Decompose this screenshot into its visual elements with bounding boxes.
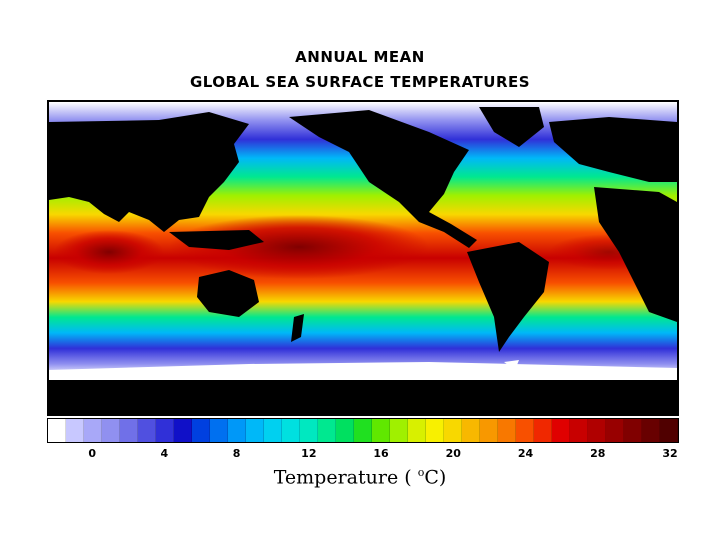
colorbar-swatch <box>264 419 282 442</box>
colorbar-swatch <box>462 419 480 442</box>
colorbar-swatch <box>156 419 174 442</box>
sst-map-canvas <box>49 102 677 414</box>
colorbar-tick-label: 32 <box>662 447 678 460</box>
land-new-zealand <box>291 314 304 342</box>
land-eurasia <box>49 112 249 232</box>
colorbar-swatch <box>282 419 300 442</box>
colorbar-tick-label: 0 <box>88 447 96 460</box>
colorbar-tick-label: 16 <box>373 447 389 460</box>
colorbar-swatch <box>174 419 192 442</box>
colorbar-swatch <box>534 419 552 442</box>
colorbar-swatch <box>48 419 66 442</box>
colorbar-swatch <box>408 419 426 442</box>
colorbar-swatch <box>210 419 228 442</box>
sst-map <box>47 100 679 416</box>
colorbar-tick-label: 8 <box>232 447 241 460</box>
axis-label-suffix: C) <box>424 466 447 489</box>
colorbar-tick-label: 4 <box>160 447 169 460</box>
axis-label-prefix: Temperature ( <box>273 466 418 489</box>
colorbar-swatch <box>624 419 642 442</box>
degree-sup: o <box>417 466 425 479</box>
ice-antarctic-shelf <box>49 362 677 380</box>
land-australia <box>197 270 259 317</box>
land-africa <box>594 187 677 322</box>
colorbar-swatch <box>390 419 408 442</box>
colorbar-swatch <box>372 419 390 442</box>
colorbar-swatch <box>102 419 120 442</box>
colorbar-swatch <box>588 419 606 442</box>
colorbar-swatch <box>336 419 354 442</box>
colorbar-swatch <box>246 419 264 442</box>
land-greenland <box>479 107 544 147</box>
land-south-america <box>467 242 549 352</box>
landmasses <box>49 107 677 414</box>
colorbar-swatch <box>300 419 318 442</box>
map-title-line-1: ANNUAL MEAN <box>295 48 425 66</box>
ice-arctic-south-america-tip <box>504 360 519 370</box>
colorbar-swatch <box>642 419 660 442</box>
colorbar-swatch <box>66 419 84 442</box>
colorbar-swatch <box>480 419 498 442</box>
colorbar-tick-label: 28 <box>590 447 606 460</box>
colorbar-swatch <box>570 419 588 442</box>
colorbar-tick-label: 12 <box>301 447 317 460</box>
colorbar-swatch <box>606 419 624 442</box>
land-antarctica <box>49 370 677 414</box>
colorbar-ticks: 0 4 8 12 16 20 24 28 32 <box>47 447 679 463</box>
colorbar-swatch <box>120 419 138 442</box>
land-indonesia <box>169 230 264 250</box>
colorbar-axis-label: Temperature ( oC) <box>0 466 720 488</box>
map-title-line-2: GLOBAL SEA SURFACE TEMPERATURES <box>189 73 531 91</box>
colorbar-swatch <box>354 419 372 442</box>
colorbar-swatch <box>426 419 444 442</box>
colorbar-swatch <box>660 419 678 442</box>
ice <box>49 360 677 380</box>
colorbar-swatch <box>498 419 516 442</box>
land-europe <box>549 117 677 182</box>
indian-ocean-warm-pool <box>54 230 164 274</box>
colorbar-tick-label: 24 <box>517 447 534 460</box>
temperature-colorbar <box>47 418 679 443</box>
colorbar-tick-label: 20 <box>445 447 461 460</box>
colorbar-swatch <box>318 419 336 442</box>
colorbar-swatch <box>552 419 570 442</box>
colorbar-swatch <box>192 419 210 442</box>
colorbar-swatch <box>444 419 462 442</box>
colorbar-swatch <box>228 419 246 442</box>
colorbar-swatch <box>138 419 156 442</box>
land-north-america <box>289 110 477 248</box>
colorbar-swatch <box>84 419 102 442</box>
colorbar-swatch <box>516 419 534 442</box>
